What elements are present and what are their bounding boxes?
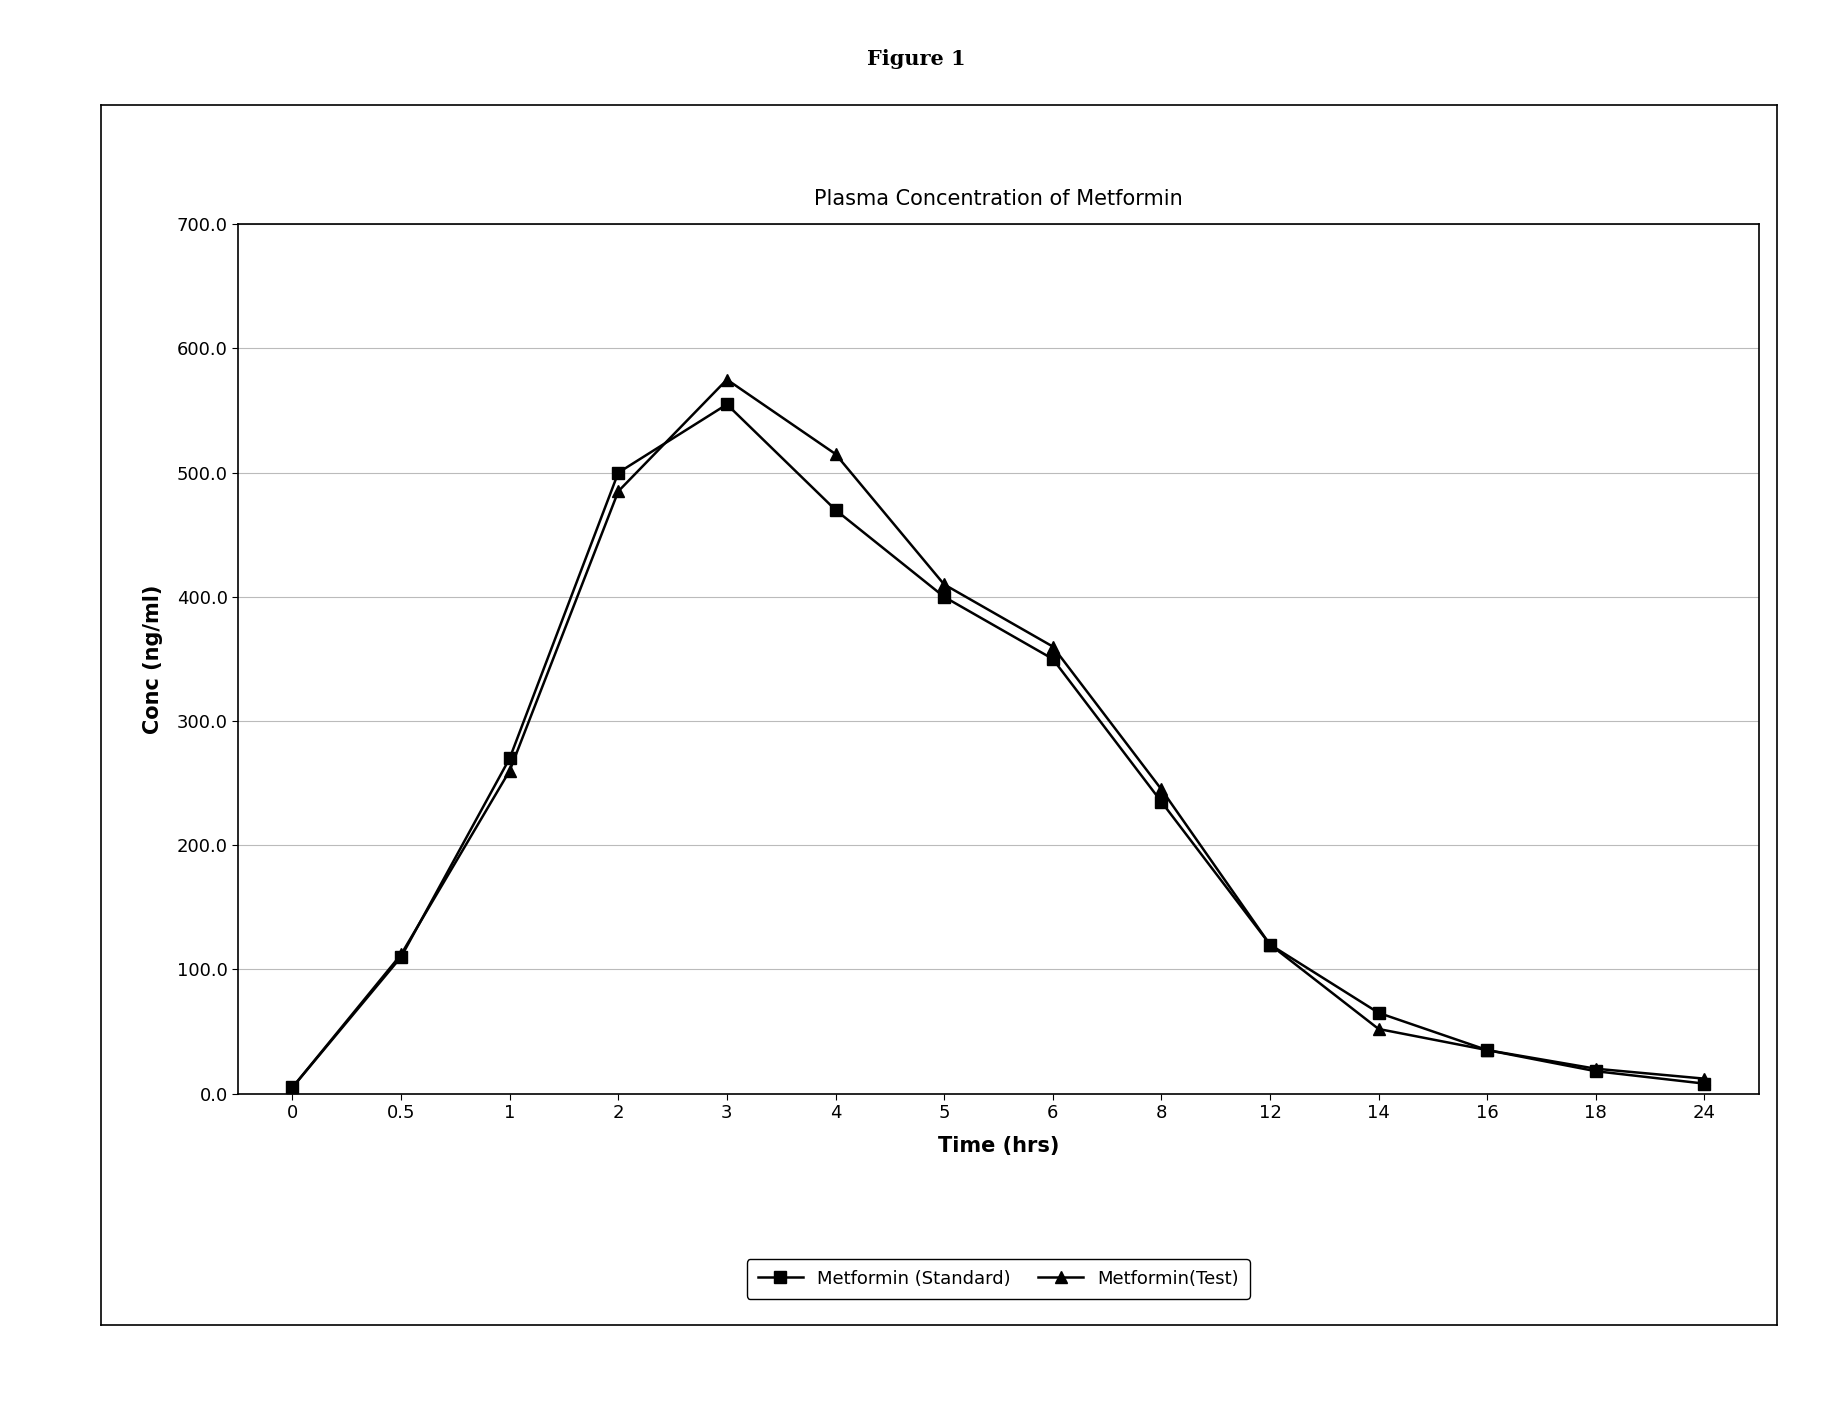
Line: Metformin (Standard): Metformin (Standard): [288, 398, 1709, 1094]
Metformin(Test): [824, 446, 846, 463]
Metformin (Standard): [282, 1080, 304, 1096]
Y-axis label: Conc (ng/ml): Conc (ng/ml): [143, 585, 163, 733]
Metformin(Test): [1150, 781, 1172, 798]
Metformin (Standard): [498, 750, 520, 767]
Metformin (Standard): [1585, 1063, 1607, 1080]
Metformin(Test): [606, 482, 630, 499]
Metformin(Test): [1585, 1060, 1607, 1077]
Metformin(Test): [932, 576, 954, 593]
Metformin(Test): [1477, 1042, 1499, 1059]
Text: Figure 1: Figure 1: [867, 49, 965, 69]
Metformin (Standard): [1693, 1075, 1715, 1092]
Metformin (Standard): [1259, 937, 1281, 953]
Metformin(Test): [282, 1080, 304, 1096]
X-axis label: Time (hrs): Time (hrs): [938, 1136, 1059, 1155]
Metformin(Test): [1693, 1070, 1715, 1087]
Metformin(Test): [716, 372, 738, 388]
Legend: Metformin (Standard), Metformin(Test): Metformin (Standard), Metformin(Test): [747, 1259, 1249, 1300]
Metformin (Standard): [1367, 1004, 1389, 1021]
Metformin (Standard): [824, 502, 846, 519]
Metformin(Test): [1367, 1021, 1389, 1037]
Metformin(Test): [498, 763, 520, 780]
Line: Metformin(Test): Metformin(Test): [286, 373, 1711, 1094]
Metformin (Standard): [932, 589, 954, 606]
Title: Plasma Concentration of Metformin: Plasma Concentration of Metformin: [813, 189, 1183, 209]
Metformin (Standard): [606, 464, 630, 481]
Metformin (Standard): [1042, 651, 1064, 667]
Metformin(Test): [1042, 638, 1064, 655]
Metformin(Test): [1259, 937, 1281, 953]
Metformin (Standard): [1150, 794, 1172, 810]
Metformin (Standard): [716, 395, 738, 412]
Metformin (Standard): [390, 949, 412, 966]
Metformin(Test): [390, 946, 412, 963]
Metformin (Standard): [1477, 1042, 1499, 1059]
